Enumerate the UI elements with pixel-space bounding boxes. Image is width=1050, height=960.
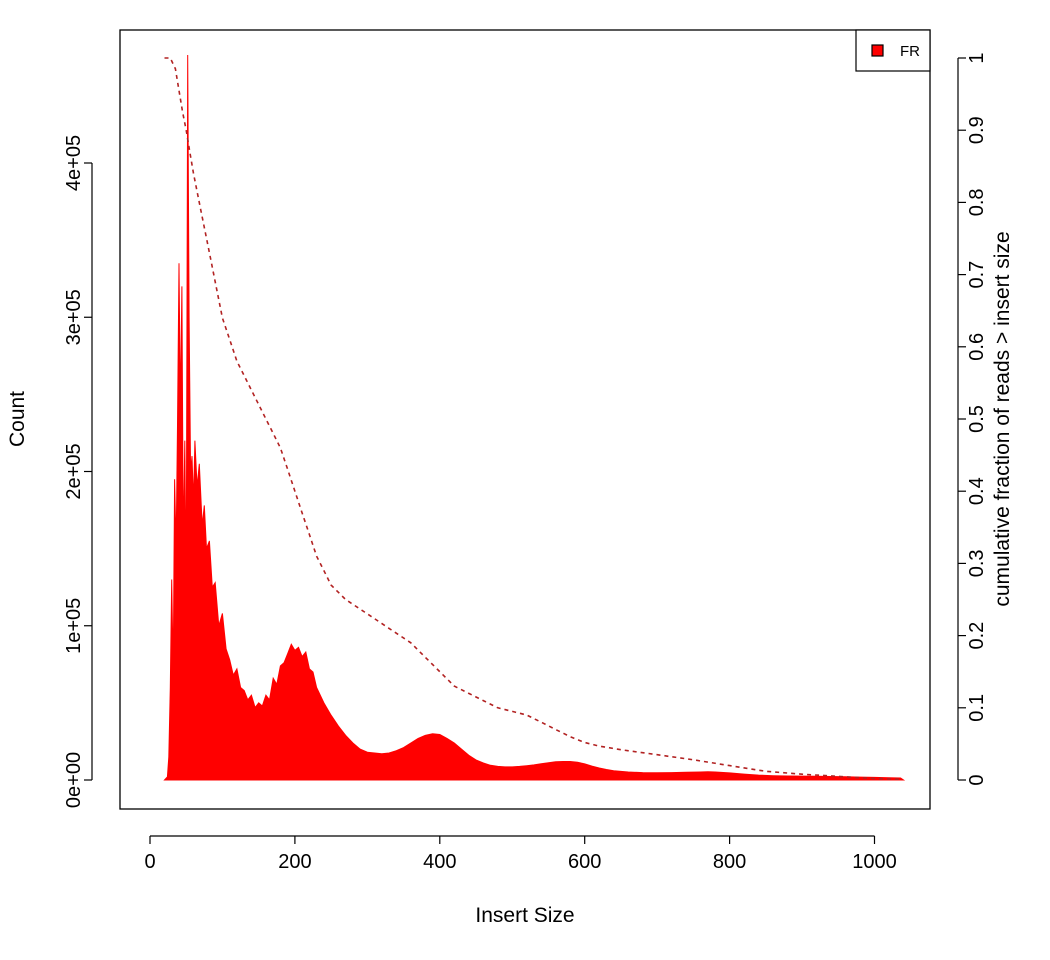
cumulative-fraction-line	[164, 57, 901, 781]
y-right-tick-label: 0.7	[966, 261, 988, 289]
x-axis-title: Insert Size	[475, 904, 574, 927]
cumulative-line-layer	[164, 57, 901, 781]
legend-swatch	[871, 44, 884, 57]
y-right-tick-label: 0.2	[966, 622, 988, 650]
y-right-tick-label: 0	[966, 774, 988, 785]
plot-frame	[119, 29, 931, 810]
x-tick-label: 400	[423, 851, 456, 873]
x-tick-label: 0	[144, 851, 155, 873]
legend-box	[855, 29, 931, 72]
y-left-tick-label: 3e+05	[63, 289, 85, 345]
y-right-tick-label: 0.3	[966, 549, 988, 577]
y-axis-right-title: cumulative fraction of reads > insert si…	[991, 231, 1014, 606]
y-right-tick-label: 0.4	[966, 477, 988, 505]
legend-label: FR	[900, 43, 920, 60]
y-left-tick-label: 0e+00	[63, 752, 85, 808]
y-right-tick-label: 0.6	[966, 333, 988, 361]
y-axis-right: 0 0.1 0.2 0.3 0.4 0.5 0.6 0.7 0.8 0.9 1	[957, 52, 988, 786]
y-right-tick-label: 0.1	[966, 694, 988, 722]
x-tick-label: 800	[713, 851, 746, 873]
y-right-tick-label: 0.8	[966, 188, 988, 216]
y-right-tick-label: 0.9	[966, 116, 988, 144]
y-axis-left: 0e+00 1e+05 2e+05 3e+05 4e+05	[63, 135, 93, 808]
y-right-tick-label: 1	[966, 52, 988, 63]
y-left-tick-label: 1e+05	[63, 598, 85, 654]
x-axis: 0 200 400 600 800 1000	[144, 835, 897, 873]
histogram-series-fr	[163, 54, 906, 781]
histogram-layer	[163, 54, 906, 781]
y-axis-left-title: Count	[6, 391, 29, 447]
x-tick-label: 200	[278, 851, 311, 873]
y-right-tick-label: 0.5	[966, 405, 988, 433]
y-left-tick-label: 2e+05	[63, 443, 85, 499]
x-tick-label: 1000	[852, 851, 897, 873]
y-left-tick-label: 4e+05	[63, 135, 85, 191]
x-tick-label: 600	[568, 851, 601, 873]
legend: FR	[855, 29, 931, 72]
